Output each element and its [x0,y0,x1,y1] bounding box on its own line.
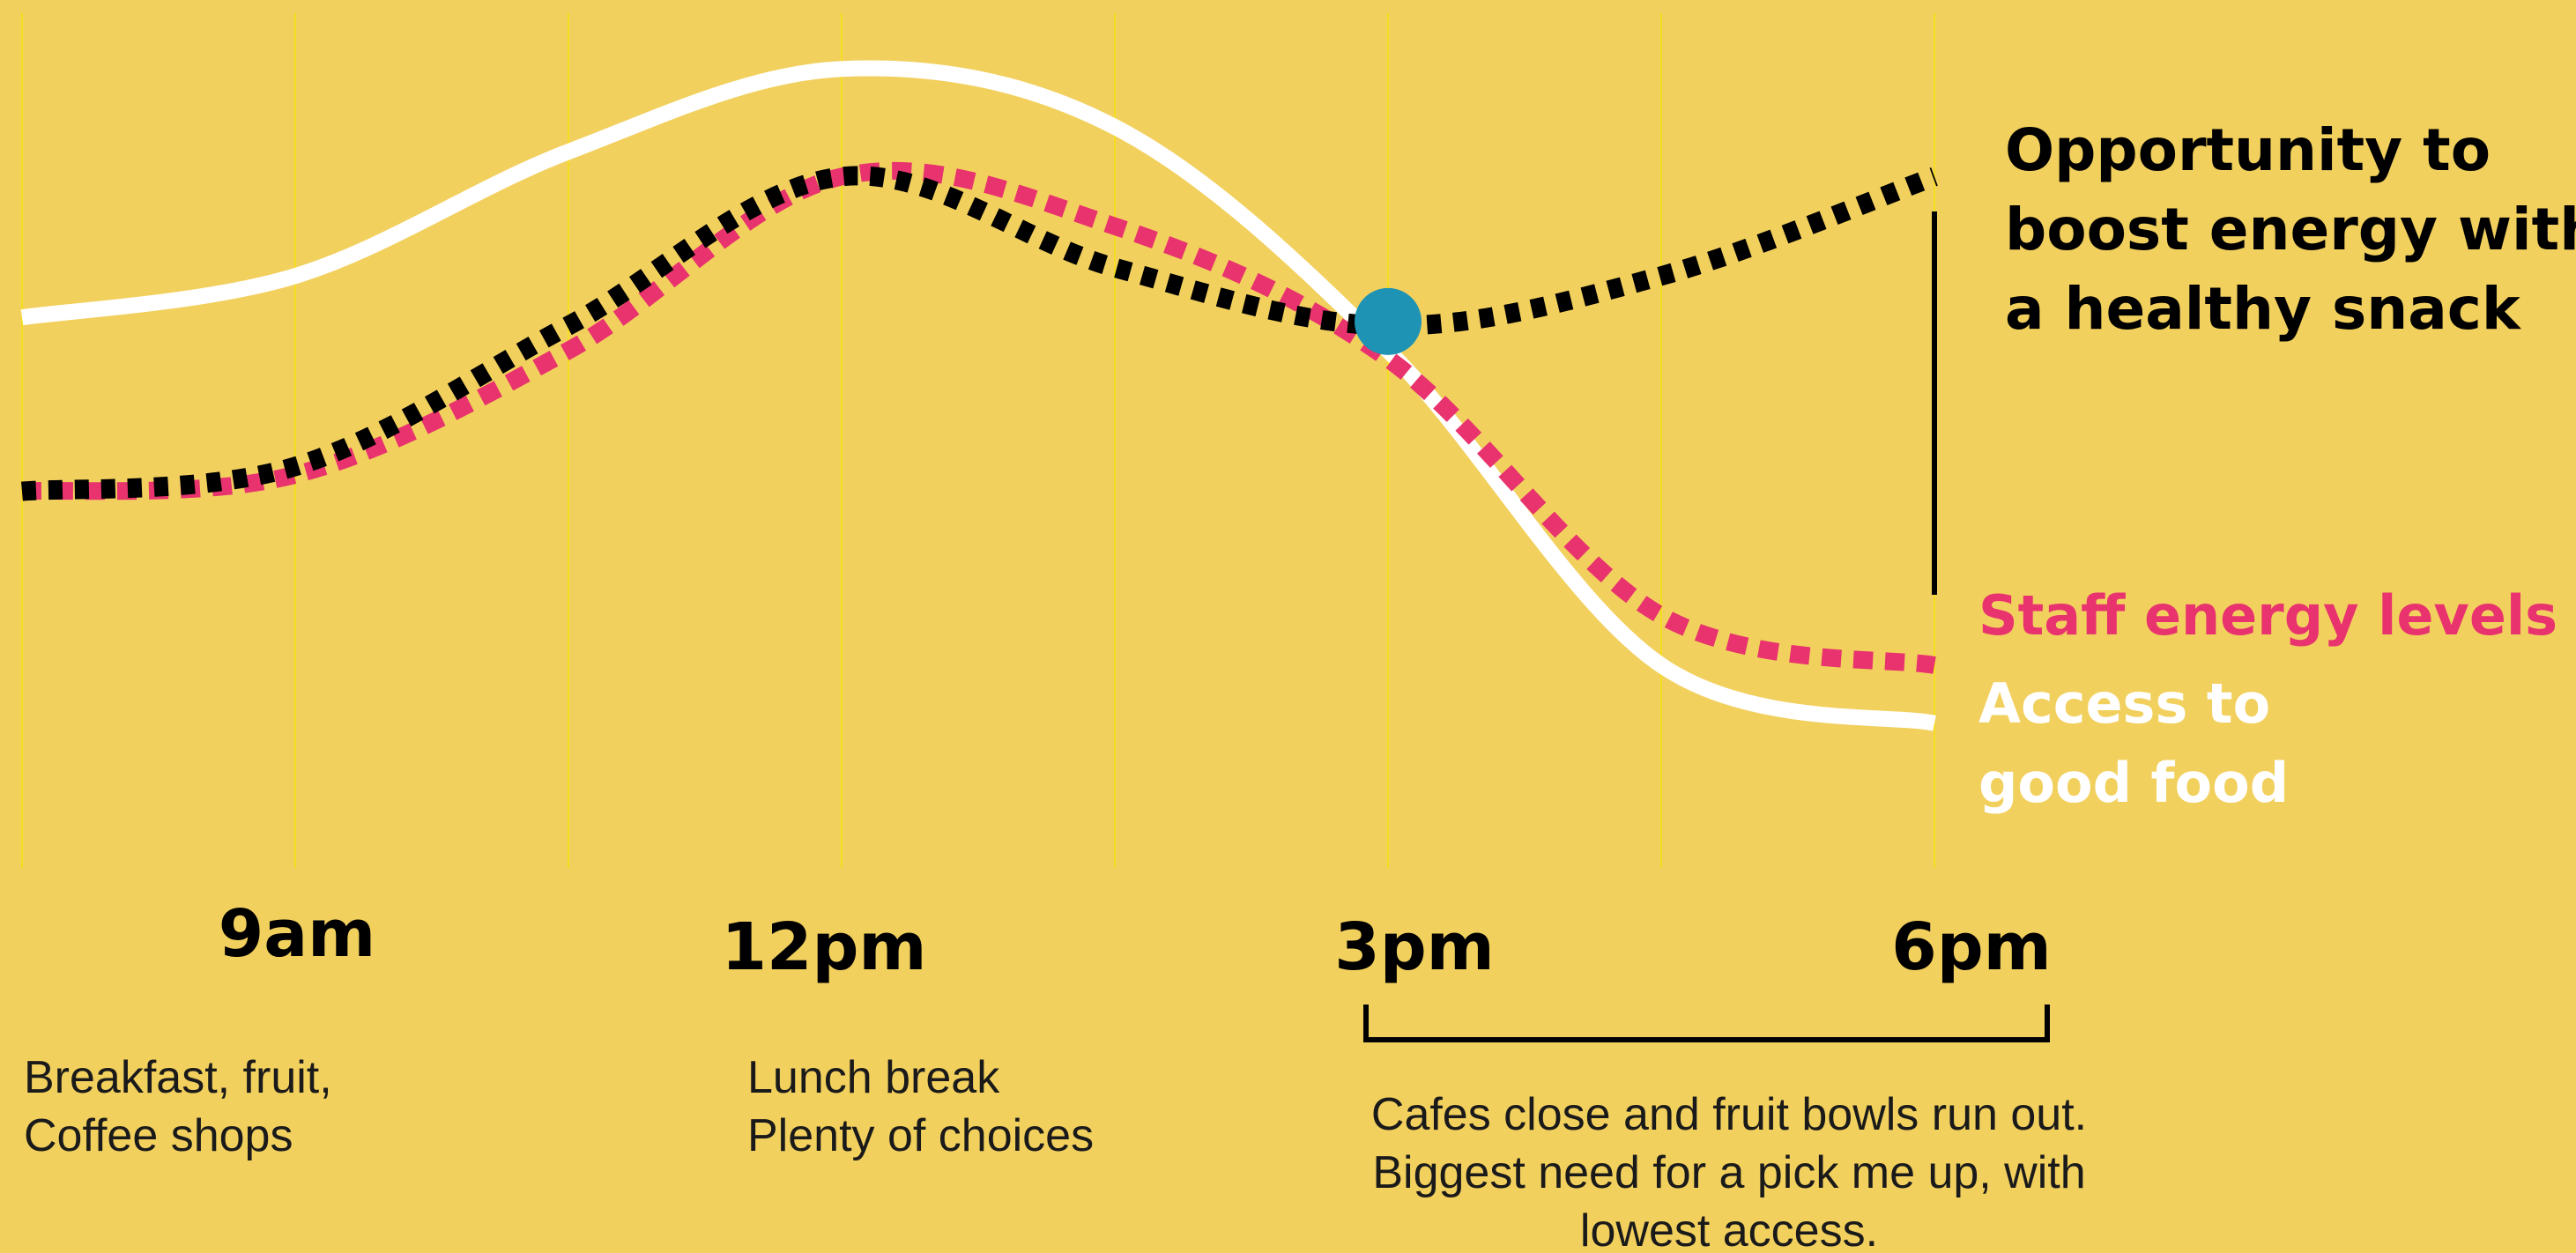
x-tick-label: 3pm [1334,909,1495,985]
callout-energy-line: Staff energy levels [1978,583,2557,648]
callout-opportunity-line: boost energy with [2005,196,2576,263]
annotation-breakfast-line: Coffee shops [24,1110,293,1161]
callout-opportunity-line: a healthy snack [2005,275,2522,343]
series-line-energy [21,161,1936,674]
annotation-lunch-line: Lunch break [747,1052,1000,1103]
annotation-lunch-line: Plenty of choices [747,1110,1094,1161]
x-tick-label: 12pm [721,909,926,985]
callout-opportunity-line: Opportunity to [2005,116,2491,184]
annotation-afternoon-line: Biggest need for a pick me up, with [1372,1147,2085,1198]
series-line-access [20,60,1936,731]
annotation-afternoon-line: lowest access. [1580,1205,1878,1253]
callout-access-line: good food [1978,751,2289,815]
series-line-opportunity [21,166,1938,501]
x-tick-label: 9am [219,896,376,972]
x-tick-label: 6pm [1891,909,2052,985]
annotation-afternoon-line: Cafes close and fruit bowls run out. [1371,1089,2087,1140]
range-bracket [1363,1005,2050,1042]
callout-access-line: Access to [1978,671,2270,736]
annotation-breakfast-line: Breakfast, fruit, [24,1052,332,1103]
intersection-marker [1355,287,1422,355]
